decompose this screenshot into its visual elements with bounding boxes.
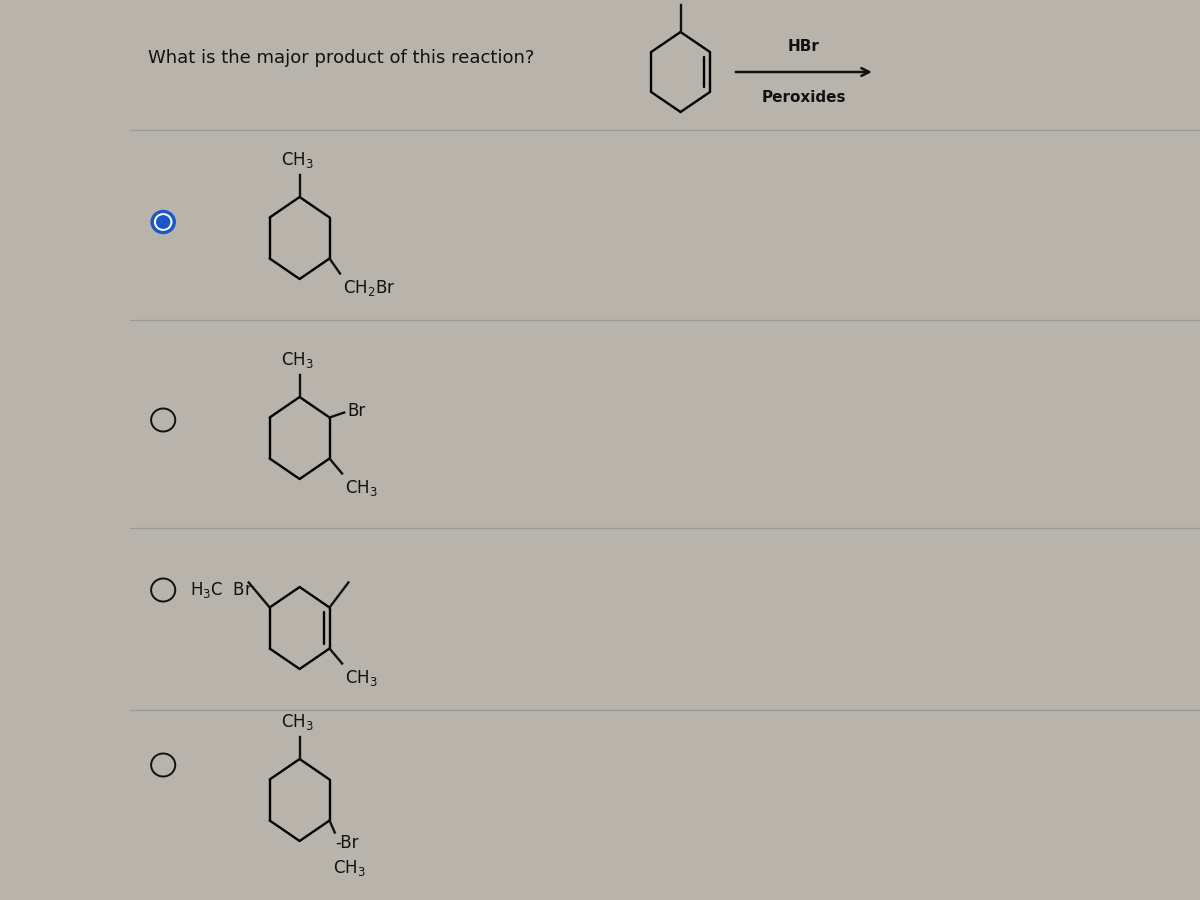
Text: CH$_3$: CH$_3$: [281, 712, 314, 732]
Text: CH$_3$: CH$_3$: [281, 150, 314, 170]
Text: CH$_2$Br: CH$_2$Br: [343, 278, 396, 299]
Circle shape: [151, 211, 175, 233]
Text: Peroxides: Peroxides: [762, 90, 846, 105]
Text: CH$_3$: CH$_3$: [281, 350, 314, 370]
Text: H$_3$C  Br: H$_3$C Br: [191, 580, 253, 600]
Circle shape: [155, 214, 172, 230]
Text: Br: Br: [347, 402, 366, 420]
Text: CH$_3$: CH$_3$: [346, 669, 378, 689]
Text: What is the major product of this reaction?: What is the major product of this reacti…: [149, 49, 535, 67]
Text: HBr: HBr: [788, 39, 820, 54]
Text: -Br: -Br: [335, 833, 359, 851]
Text: CH$_3$: CH$_3$: [346, 479, 378, 499]
Text: CH$_3$: CH$_3$: [332, 859, 366, 878]
Circle shape: [157, 216, 169, 229]
